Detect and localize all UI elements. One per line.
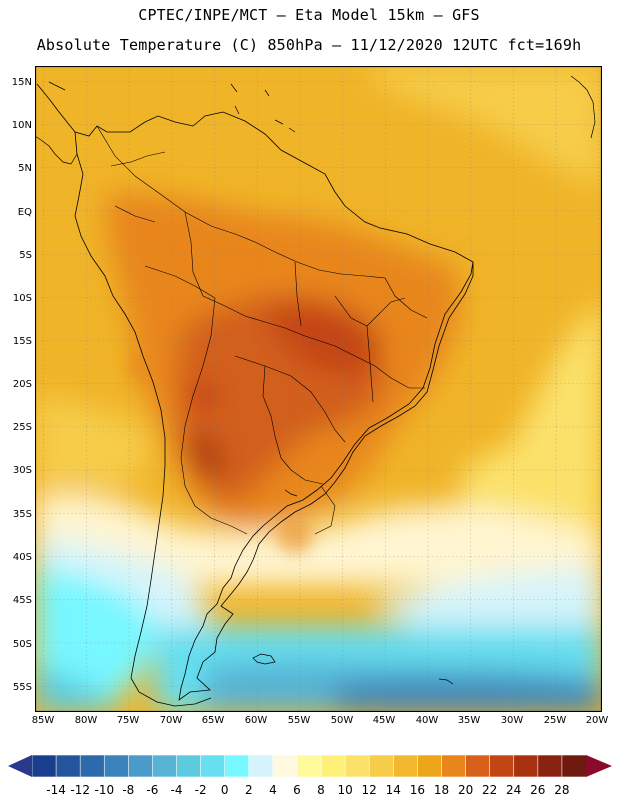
colorbar-cell xyxy=(79,754,106,778)
country-borders xyxy=(96,125,428,535)
graticule xyxy=(35,66,602,712)
colorbar-cell xyxy=(296,754,322,778)
colorbar-cell xyxy=(489,754,515,778)
colorbar-tick-label: 2 xyxy=(244,783,253,797)
colorbar-cell xyxy=(320,754,346,778)
lat-label: 45S xyxy=(12,595,32,606)
lat-label: 55S xyxy=(12,682,32,693)
lat-label: 5N xyxy=(18,163,32,174)
lat-label: 10N xyxy=(11,120,32,131)
lat-label: 5S xyxy=(19,250,32,261)
colorbar-tick-label: 4 xyxy=(269,783,277,797)
colorbar-cell xyxy=(441,754,467,778)
colorbar-tick-label: -8 xyxy=(122,783,135,797)
colorbar-cell xyxy=(103,754,130,778)
lon-label: 70W xyxy=(159,715,183,726)
colorbar-tick-label: -12 xyxy=(70,783,90,797)
colorbar-cell xyxy=(513,754,539,778)
colorbar-tick-label: 10 xyxy=(337,783,353,797)
lon-label: 80W xyxy=(74,715,98,726)
colorbar-tick-label: 24 xyxy=(506,783,522,797)
lon-label: 75W xyxy=(116,715,140,726)
lat-label: EQ xyxy=(17,207,32,218)
lon-label: 40W xyxy=(415,715,439,726)
colorbar-cell xyxy=(344,754,371,778)
colorbar-tick-label: 16 xyxy=(409,783,426,797)
lat-label: 15N xyxy=(11,77,32,88)
colorbar-cell xyxy=(368,754,395,778)
lat-label: 50S xyxy=(12,639,32,650)
map-frame xyxy=(35,66,602,712)
lat-label: 20S xyxy=(12,379,32,390)
colorbar-cell xyxy=(272,754,298,778)
lon-label: 45W xyxy=(372,715,396,726)
lon-label: 35W xyxy=(457,715,481,726)
lat-label: 25S xyxy=(12,422,32,433)
colorbar-cell xyxy=(176,754,202,778)
lon-label: 30W xyxy=(500,715,524,726)
chart-title-line2: Absolute Temperature (C) 850hPa — 11/12/… xyxy=(36,36,582,54)
colorbar-cell xyxy=(537,754,563,778)
colorbar-tick-label: -10 xyxy=(94,783,115,797)
colorbar-tick-label: 20 xyxy=(457,783,474,797)
coastline-south-america xyxy=(36,83,474,701)
colorbar-tick-label: 8 xyxy=(317,783,325,797)
colorbar-cell xyxy=(152,754,178,778)
colorbar-tick-label: -14 xyxy=(46,783,66,797)
temperature-map xyxy=(35,66,602,712)
colorbar-tick-label: -6 xyxy=(146,783,159,797)
colorbar-cell xyxy=(200,754,226,778)
lat-label: 30S xyxy=(12,465,32,476)
colorbar-tick-label: 26 xyxy=(530,783,546,797)
colorbar-cell xyxy=(224,754,250,778)
colorbar-tick-label: 28 xyxy=(554,783,570,797)
colorbar-cell xyxy=(31,754,57,778)
lon-label: 65W xyxy=(201,715,225,726)
colorbar-cell xyxy=(392,754,419,778)
lon-label: 85W xyxy=(31,715,55,726)
colorbar-tick-label: 6 xyxy=(293,783,301,797)
colorbar-cell xyxy=(561,754,587,778)
colorbar-tick-label: 22 xyxy=(482,783,498,797)
lon-label: 20W xyxy=(585,715,609,726)
colorbar-tick-label: -2 xyxy=(194,783,207,797)
lat-label: 10S xyxy=(12,293,32,304)
colorbar-tick-label: -4 xyxy=(170,783,183,797)
colorbar-under-arrow xyxy=(8,755,32,777)
colorbar-tick-label: 18 xyxy=(433,783,450,797)
lat-label: 40S xyxy=(12,552,32,563)
colorbar-tick-label: 12 xyxy=(361,783,377,797)
lat-label: 35S xyxy=(12,509,32,520)
colorbar-cell xyxy=(465,754,491,778)
colorbar-cell xyxy=(417,754,443,778)
chart-title-line1: CPTEC/INPE/MCT — Eta Model 15km — GFS xyxy=(138,6,480,24)
colorbar xyxy=(8,754,612,778)
colorbar-cell xyxy=(248,754,274,778)
colorbar-over-arrow xyxy=(586,755,612,777)
colorbar-cell xyxy=(128,754,154,778)
lat-label: 15S xyxy=(12,336,32,347)
lon-label: 60W xyxy=(244,715,268,726)
colorbar-tick-label: 14 xyxy=(385,783,401,797)
colorbar-cell xyxy=(55,754,81,778)
colorbar-tick-label: 0 xyxy=(220,783,229,797)
lon-label: 55W xyxy=(287,715,311,726)
lon-label: 50W xyxy=(330,715,354,726)
lon-label: 25W xyxy=(543,715,567,726)
